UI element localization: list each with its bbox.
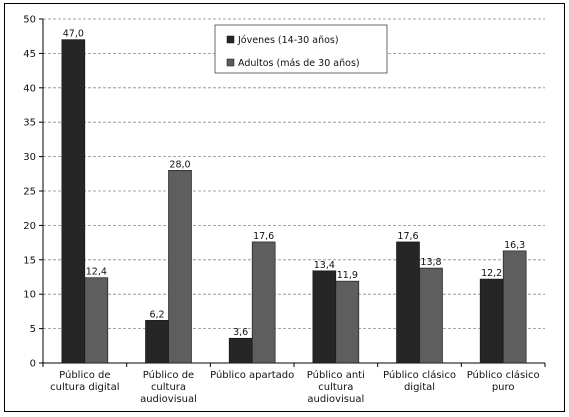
data-label: 13,8 — [420, 257, 441, 268]
bar-adultos-3 — [335, 280, 360, 364]
x-category-label: cultura — [318, 382, 353, 393]
data-label: 12,4 — [86, 267, 107, 278]
bar-adultos-4 — [419, 267, 443, 364]
data-label: 47,0 — [63, 29, 84, 40]
bar-adultos-0 — [84, 277, 109, 364]
gridlines — [43, 18, 545, 330]
y-tick-label: 0 — [30, 359, 36, 370]
axes: 0 5 10 15 20 25 30 35 40 45 50 — [23, 15, 546, 370]
y-tick-label: 50 — [23, 15, 36, 26]
x-category-label: audiovisual — [140, 394, 197, 405]
data-label: 6,2 — [149, 309, 164, 320]
y-tick-label: 45 — [23, 49, 36, 60]
legend-entry: Jóvenes (14-30 años) — [237, 35, 339, 46]
legend-swatch — [226, 58, 235, 67]
legend: Jóvenes (14-30 años) Adultos (más de 30 a… — [214, 24, 388, 74]
x-category-label: cultura — [151, 382, 186, 393]
data-label: 12,2 — [481, 268, 502, 279]
x-category-label: cultura digital — [50, 382, 119, 393]
y-tick-label: 35 — [23, 118, 36, 129]
x-category-label: digital — [404, 382, 435, 393]
data-label: 13,4 — [314, 260, 335, 271]
x-category-label: Público de — [143, 369, 194, 381]
x-category-label: Público clásico — [383, 369, 456, 381]
legend-swatch — [226, 35, 235, 44]
bar-jovenes-3 — [312, 270, 337, 364]
bar-adultos-2 — [251, 241, 276, 364]
bar-adultos-1 — [168, 170, 192, 364]
bar-jovenes-2 — [228, 337, 253, 364]
data-label: 16,3 — [504, 240, 525, 251]
x-category-label: audiovisual — [307, 394, 364, 405]
x-category-label: puro — [492, 382, 515, 393]
data-label: 17,6 — [397, 231, 418, 242]
x-category-label: Público apartado — [210, 369, 294, 381]
bar-jovenes-0 — [61, 39, 86, 364]
y-tick-label: 20 — [23, 221, 36, 232]
legend-box — [214, 24, 388, 74]
x-category-label: Público de — [59, 369, 110, 381]
y-tick-label: 15 — [23, 255, 36, 266]
y-tick-label: 30 — [23, 152, 36, 163]
bar-jovenes-1 — [145, 320, 169, 364]
legend-entry: Adultos (más de 30 años) — [238, 58, 360, 69]
y-tick-label: 25 — [23, 187, 36, 198]
chart-frame: 0 5 10 15 20 25 30 35 40 45 50 47,0 12,4 6,2 28,0 3,6 1… — [4, 3, 565, 412]
y-tick-label: 5 — [30, 324, 36, 335]
x-category-label: Público clásico — [467, 369, 540, 381]
y-tick-label: 10 — [23, 290, 36, 301]
data-label: 28,0 — [169, 159, 190, 170]
bar-jovenes-5 — [479, 278, 504, 364]
bar-adultos-5 — [502, 250, 527, 364]
data-label: 3,6 — [233, 327, 248, 338]
data-label: 17,6 — [253, 231, 274, 242]
y-tick-label: 40 — [23, 83, 36, 94]
x-category-label: Público anti — [307, 369, 365, 381]
data-labels: 47,0 12,4 6,2 28,0 3,6 17,6 13,411,9 17,6 13,8 12… — [63, 29, 525, 339]
bar-jovenes-4 — [396, 241, 420, 364]
bar-chart: 0 5 10 15 20 25 30 35 40 45 50 47,0 12,4 6,2 28,0 3,6 1… — [23, 15, 546, 405]
bars — [61, 39, 527, 364]
data-label: 11,9 — [337, 270, 358, 281]
